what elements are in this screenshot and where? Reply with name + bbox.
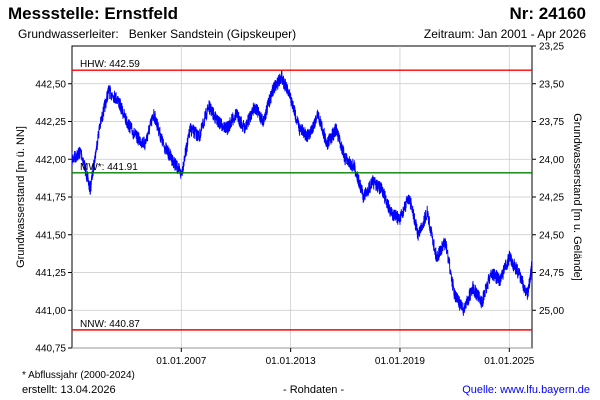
y-tick-label-left: 441,25 bbox=[35, 268, 66, 279]
aquifer-name: Benker Sandstein (Gipskeuper) bbox=[128, 27, 297, 41]
y-axis-title-right: Grundwasserstand [m u. Gelände] bbox=[571, 113, 583, 281]
created-date: erstellt: 13.04.2026 bbox=[22, 384, 116, 396]
y-tick-label-left: 442,00 bbox=[35, 155, 66, 166]
y-tick-label-right: 25,00 bbox=[539, 306, 564, 317]
footnote-abflussjahr: * Abflussjahr (2000-2024) bbox=[22, 370, 135, 381]
x-tick-label: 01.01.2025 bbox=[484, 356, 534, 367]
aquifer-label: Grundwasserleiter: bbox=[18, 27, 119, 41]
x-tick-label: 01.01.2007 bbox=[156, 356, 206, 367]
aquifer-info: Grundwasserleiter: Benker Sandstein (Gip… bbox=[18, 27, 296, 41]
y-tick-label-right: 24,25 bbox=[539, 193, 564, 204]
reference-label-nnw: NNW: 440.87 bbox=[80, 319, 140, 330]
y-tick-label-right: 24,00 bbox=[539, 155, 564, 166]
y-tick-label-left: 441,75 bbox=[35, 193, 66, 204]
y-tick-label-right: 23,50 bbox=[539, 79, 564, 90]
y-tick-label-left: 442,25 bbox=[35, 117, 66, 128]
y-tick-label-right: 23,75 bbox=[539, 117, 564, 128]
groundwater-series-line bbox=[71, 70, 533, 316]
station-title: Messstelle: Ernstfeld bbox=[8, 4, 179, 23]
y-tick-label-left: 440,75 bbox=[35, 344, 66, 355]
station-number: Nr: 24160 bbox=[509, 4, 586, 23]
y-tick-label-right: 23,25 bbox=[539, 42, 564, 53]
reference-label-hhw: HHW: 442.59 bbox=[80, 59, 140, 70]
y-axis-title-left: Grundwasserstand [m ü. NN] bbox=[15, 126, 27, 268]
reference-label-mw: MW*: 441.91 bbox=[80, 162, 138, 173]
y-tick-label-left: 441,50 bbox=[35, 230, 66, 241]
y-tick-label-left: 441,00 bbox=[35, 306, 66, 317]
x-tick-label: 01.01.2019 bbox=[375, 356, 425, 367]
y-tick-label-right: 24,75 bbox=[539, 268, 564, 279]
y-tick-label-left: 442,50 bbox=[35, 79, 66, 90]
x-tick-label: 01.01.2013 bbox=[266, 356, 316, 367]
y-tick-label-right: 24,50 bbox=[539, 230, 564, 241]
source-link[interactable]: Quelle: www.lfu.bayern.de bbox=[462, 384, 590, 396]
period-label: Zeitraum: Jan 2001 - Apr 2026 bbox=[423, 27, 586, 41]
data-kind-label: - Rohdaten - bbox=[283, 384, 345, 396]
